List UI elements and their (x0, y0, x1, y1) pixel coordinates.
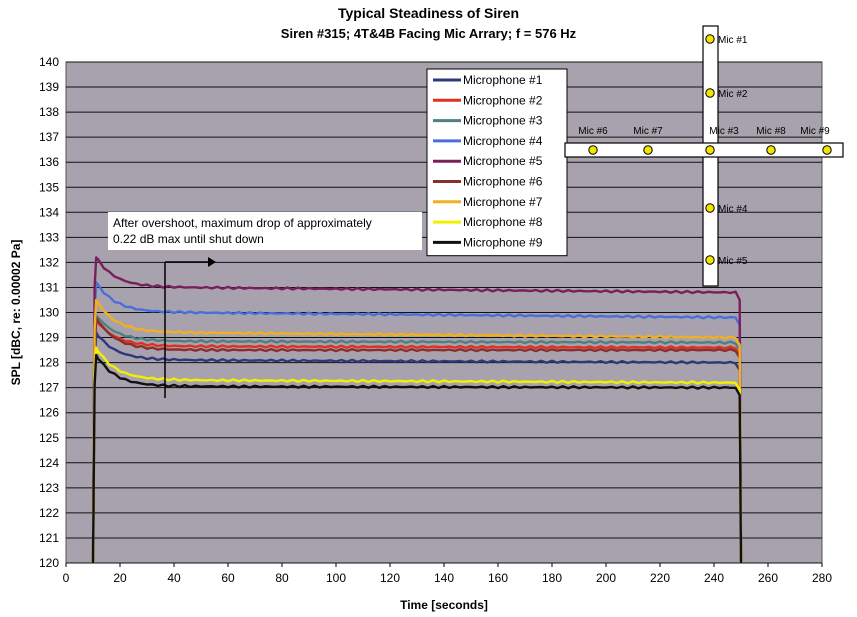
x-tick-label: 80 (275, 571, 289, 585)
y-tick-label: 137 (39, 130, 59, 144)
mic-label: Mic #8 (756, 126, 786, 137)
x-tick-label: 140 (434, 571, 454, 585)
legend-entry: Microphone #8 (463, 215, 543, 229)
mic-array-horizontal-bar (564, 142, 844, 158)
mic-marker (705, 88, 715, 98)
y-tick-label: 123 (39, 481, 59, 495)
series-line (91, 331, 743, 564)
series-line (91, 316, 743, 564)
x-tick-label: 20 (113, 571, 127, 585)
x-tick-label: 60 (221, 571, 235, 585)
mic-label: Mic #5 (718, 256, 748, 267)
y-tick-label: 140 (39, 55, 59, 69)
mic-marker (643, 145, 653, 155)
y-tick-label: 134 (39, 205, 59, 219)
y-tick-label: 132 (39, 255, 59, 269)
x-tick-label: 200 (596, 571, 616, 585)
y-tick-label: 131 (39, 280, 59, 294)
series-line (91, 353, 743, 564)
x-tick-label: 220 (650, 571, 670, 585)
y-tick-label: 124 (39, 456, 59, 470)
mic-marker (705, 34, 715, 44)
mic-label: Mic #2 (718, 89, 748, 100)
x-tick-label: 260 (758, 571, 778, 585)
y-tick-label: 138 (39, 105, 59, 119)
y-tick-label: 126 (39, 406, 59, 420)
y-tick-label: 139 (39, 80, 59, 94)
x-tick-label: 100 (326, 571, 346, 585)
arrow-head (208, 257, 216, 267)
x-tick-label: 120 (380, 571, 400, 585)
chart-subtitle: Siren #315; 4T&4B Facing Mic Arrary; f =… (280, 26, 577, 41)
mic-label: Mic #4 (718, 204, 748, 215)
mic-label: Mic #6 (578, 126, 608, 137)
legend-entry: Microphone #6 (463, 175, 543, 189)
legend-entry: Microphone #3 (463, 114, 543, 128)
y-tick-label: 125 (39, 431, 59, 445)
mic-marker (766, 145, 776, 155)
mic-label: Mic #1 (718, 35, 748, 46)
y-axis-label: SPL [dBC, re: 0.00002 Pa] (9, 240, 23, 386)
y-tick-label: 121 (39, 531, 59, 545)
y-tick-label: 122 (39, 506, 59, 520)
annotation-box (108, 212, 422, 250)
y-tick-label: 133 (39, 230, 59, 244)
mic-label: Mic #3 (709, 126, 739, 137)
mic-marker (822, 145, 832, 155)
annotation-text: 0.22 dB max until shut down (113, 232, 264, 246)
series-line (91, 318, 743, 564)
mic-label: Mic #9 (800, 126, 830, 137)
legend-entry: Microphone #1 (463, 73, 543, 87)
series-line (91, 346, 743, 564)
y-tick-label: 127 (39, 381, 59, 395)
x-tick-label: 240 (704, 571, 724, 585)
y-tick-label: 136 (39, 155, 59, 169)
x-tick-label: 0 (63, 571, 70, 585)
x-tick-label: 40 (167, 571, 181, 585)
legend-entry: Microphone #9 (463, 235, 543, 249)
y-tick-label: 129 (39, 331, 59, 345)
chart-title: Typical Steadiness of Siren (337, 5, 520, 21)
series-line (91, 281, 743, 564)
y-tick-label: 128 (39, 356, 59, 370)
series-line (91, 298, 743, 564)
series-line (91, 256, 743, 564)
legend-entry: Microphone #7 (463, 195, 543, 209)
mic-marker (588, 145, 598, 155)
legend-entry: Microphone #5 (463, 154, 543, 168)
x-axis-label: Time [seconds] (400, 598, 488, 612)
annotation-text: After overshoot, maximum drop of approxi… (113, 216, 372, 230)
x-tick-label: 180 (542, 571, 562, 585)
y-tick-label: 130 (39, 306, 59, 320)
mic-marker (705, 145, 715, 155)
mic-label: Mic #7 (633, 126, 663, 137)
legend-entry: Microphone #2 (463, 93, 543, 107)
x-tick-label: 160 (488, 571, 508, 585)
y-tick-label: 120 (39, 556, 59, 570)
legend-entry: Microphone #4 (463, 134, 543, 148)
mic-marker (705, 255, 715, 265)
mic-marker (705, 203, 715, 213)
series-line (91, 313, 743, 564)
x-tick-label: 280 (812, 571, 832, 585)
y-tick-label: 135 (39, 180, 59, 194)
